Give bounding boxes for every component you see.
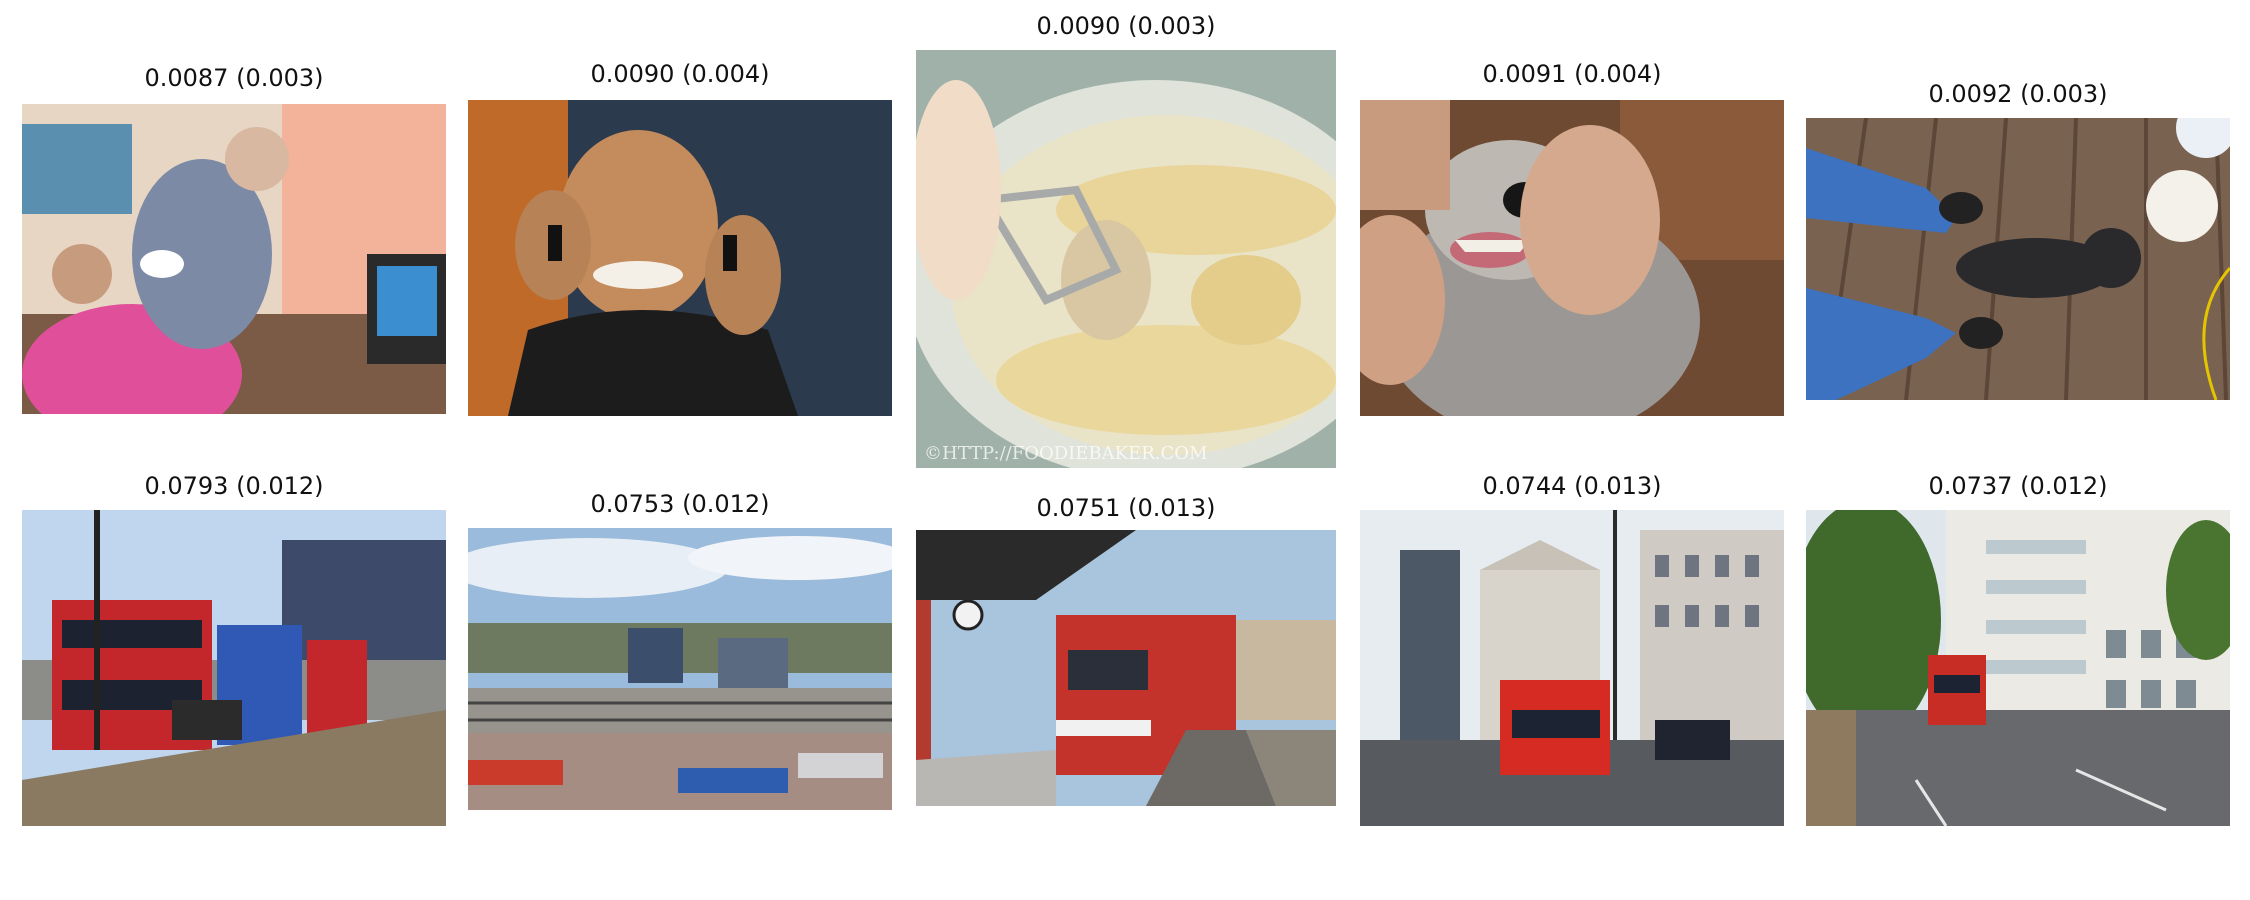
score-caption: 0.0090 (0.004) <box>590 60 770 88</box>
score-caption: 0.0793 (0.012) <box>144 472 324 500</box>
score-caption: 0.0753 (0.012) <box>590 490 770 518</box>
image-tile: 0.0087 (0.003) <box>22 64 446 414</box>
image-tile: 0.0793 (0.012) <box>22 472 446 826</box>
photo-buses-bridge <box>22 510 446 826</box>
image-tile: 0.0753 (0.012) <box>468 490 892 810</box>
score-caption: 0.0087 (0.003) <box>144 64 324 92</box>
score-caption: 0.0751 (0.013) <box>1036 494 1216 522</box>
photo-eye-drops <box>22 104 446 414</box>
photo-two-phones <box>468 100 892 416</box>
watermark: ©HTTP://FOODIEBAKER.COM <box>924 443 1208 464</box>
image-tile: 0.0092 (0.003) <box>1806 80 2230 400</box>
score-caption: 0.0090 (0.003) <box>1036 12 1216 40</box>
score-caption: 0.0092 (0.003) <box>1928 80 2108 108</box>
photo-bus-street <box>1360 510 1784 826</box>
photo-cat-deck <box>1806 118 2230 400</box>
photo-bus-apartments <box>1806 510 2230 826</box>
image-tile: 0.0091 (0.004) <box>1360 60 1784 416</box>
photo-bus-station <box>468 528 892 810</box>
image-tile: 0.0744 (0.013) <box>1360 472 1784 826</box>
photo-red-tram <box>916 530 1336 806</box>
photo-bananas-mixer: ©HTTP://FOODIEBAKER.COM <box>916 50 1336 468</box>
image-tile: 0.0751 (0.013) <box>916 494 1336 806</box>
image-tile: 0.0090 (0.004) <box>468 60 892 416</box>
image-tile: 0.0090 (0.003) ©HTTP://FOODIEBAKER.COM <box>916 12 1336 468</box>
score-caption: 0.0737 (0.012) <box>1928 472 2108 500</box>
image-tile: 0.0737 (0.012) <box>1806 472 2230 826</box>
photo-dog-teeth <box>1360 100 1784 416</box>
score-caption: 0.0744 (0.013) <box>1482 472 1662 500</box>
score-caption: 0.0091 (0.004) <box>1482 60 1662 88</box>
